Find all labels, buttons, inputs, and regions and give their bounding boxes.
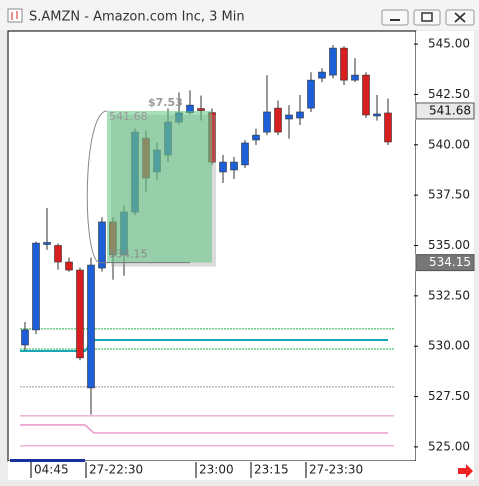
- y-tick-label: 530.00: [428, 339, 470, 353]
- y-tick-label: 537.50: [428, 188, 470, 202]
- candle-body: [384, 112, 392, 143]
- candle-body: [76, 269, 84, 359]
- candle-body: [329, 47, 337, 76]
- price-marker: [415, 254, 475, 272]
- minimize-button[interactable]: [381, 9, 409, 26]
- x-tick-label: 04:45: [34, 463, 69, 477]
- candle-body: [318, 71, 326, 79]
- scroll-arrow[interactable]: [458, 464, 473, 478]
- measure-change: $7.53: [148, 96, 183, 109]
- candle-body: [252, 134, 260, 141]
- candle-body: [87, 264, 95, 389]
- candle-body: [21, 329, 29, 346]
- close-icon: [454, 12, 466, 23]
- x-tick-label: 23:00: [199, 463, 234, 477]
- time-axis: [8, 461, 474, 480]
- candle-body: [219, 161, 227, 173]
- y-tick-label: 540.00: [428, 137, 470, 151]
- candle-body: [274, 107, 282, 133]
- y-tick-label: 532.50: [428, 288, 470, 302]
- y-tick-label: 525.00: [428, 439, 470, 453]
- candle-body: [54, 245, 62, 263]
- y-tick-label: 545.00: [428, 37, 470, 51]
- maximize-icon: [421, 12, 433, 22]
- y-tick-label: 527.50: [428, 389, 470, 403]
- chart-layer: 525.00 527.50 530.00 532.50 535.00 537.50 540.…: [20, 37, 475, 478]
- measure-arc: [86, 110, 108, 264]
- measure-bottom-label: 534.15: [109, 248, 148, 261]
- x-tick-label: 27-23:30: [309, 463, 363, 477]
- window-title: S.AMZN - Amazon.com Inc, 3 Min: [29, 10, 245, 25]
- price-marker-label: 541.68: [429, 103, 471, 117]
- candle-body: [307, 79, 315, 109]
- candle-body: [241, 142, 249, 166]
- x-tick-label: 27-22:30: [89, 463, 143, 477]
- step-line: [20, 424, 388, 434]
- candle-body: [65, 261, 73, 271]
- candle-body: [351, 74, 359, 81]
- app-icon: [7, 8, 23, 23]
- candle-body: [197, 108, 205, 111]
- measure-box: [107, 110, 212, 263]
- candle-body: [373, 113, 381, 117]
- measure-top-label: 541.68: [109, 110, 148, 123]
- y-tick-label: 535.00: [428, 238, 470, 252]
- candle-body: [296, 111, 304, 119]
- scrollbar[interactable]: [10, 459, 85, 462]
- candle-body: [230, 161, 238, 171]
- maximize-button[interactable]: [413, 9, 441, 26]
- y-tick-label: 542.50: [428, 87, 470, 101]
- price-marker: [415, 102, 475, 120]
- candle-body: [32, 242, 40, 331]
- candle-body: [98, 221, 106, 269]
- candle-body: [340, 47, 348, 81]
- price-marker-label: 534.15: [429, 255, 471, 269]
- candle-body: [285, 114, 293, 120]
- candle-body: [43, 242, 51, 245]
- candle-body: [263, 111, 271, 133]
- x-tick-label: 23:15: [254, 463, 289, 477]
- candle-body: [362, 74, 370, 116]
